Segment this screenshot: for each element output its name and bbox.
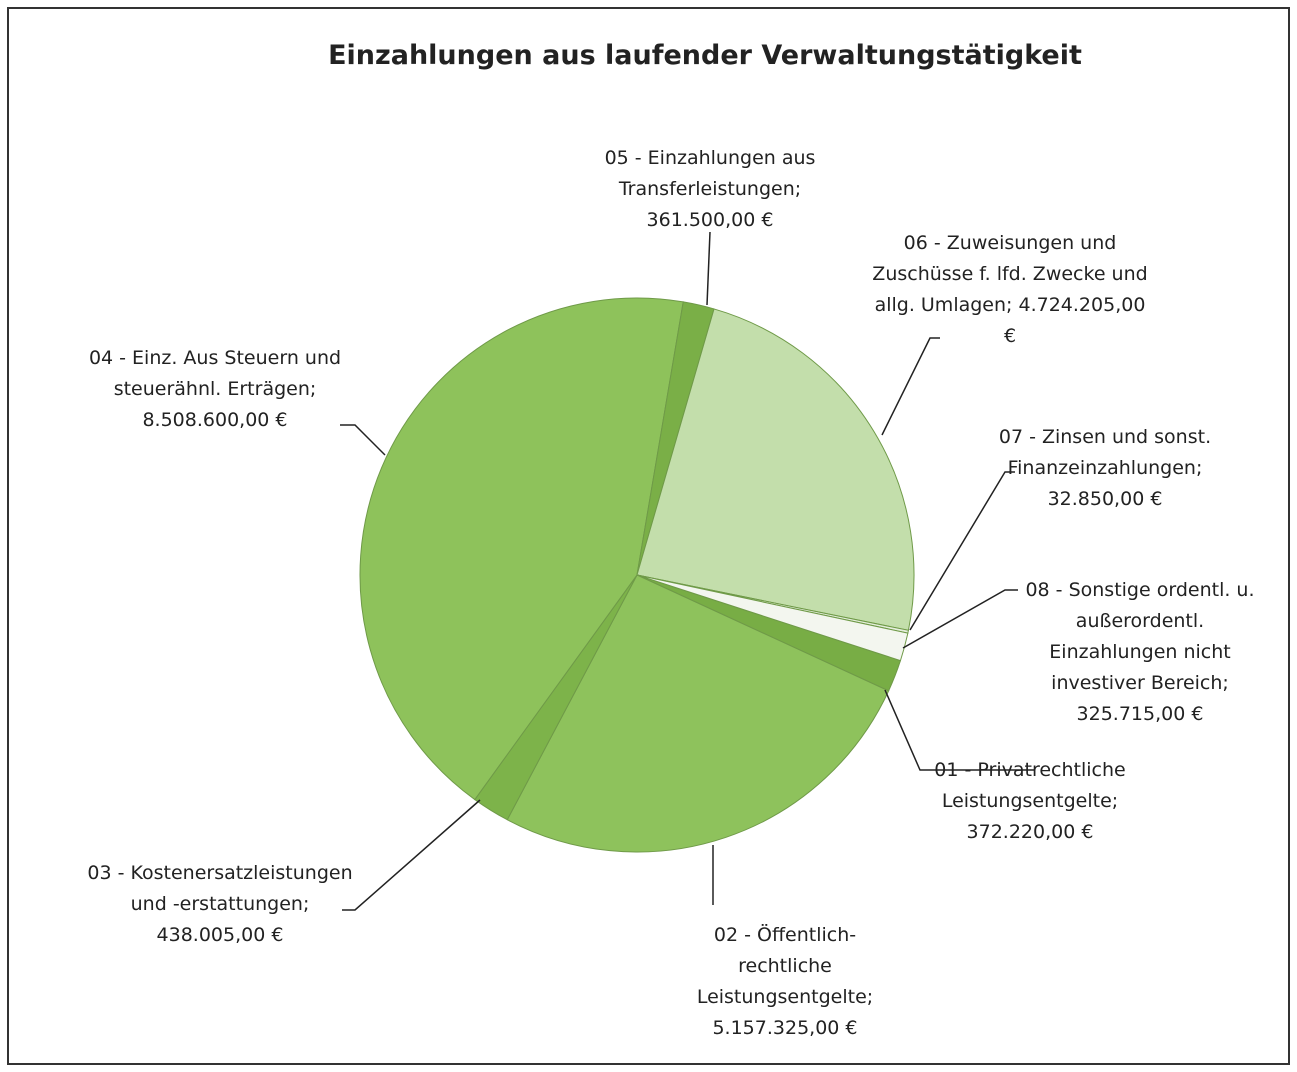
separator: ; xyxy=(1006,294,1013,316)
value-label: 325.715,00 € xyxy=(1076,703,1204,725)
separator: ; xyxy=(1111,790,1119,812)
category-label: 07 - Zinsen und sonst. Finanzeinzahlunge… xyxy=(998,426,1212,479)
value-label: 372.220,00 € xyxy=(966,821,1094,843)
separator: ; xyxy=(1195,457,1203,479)
data-label: 07 - Zinsen und sonst. Finanzeinzahlunge… xyxy=(990,422,1220,515)
data-label: 06 - Zuweisungen und Zuschüsse f. lfd. Z… xyxy=(870,228,1150,352)
value-label: 8.508.600,00 € xyxy=(142,409,288,431)
separator: ; xyxy=(302,893,310,915)
value-label: 32.850,00 € xyxy=(1047,488,1163,510)
value-label: 438.005,00 € xyxy=(156,924,284,946)
separator: ; xyxy=(866,986,874,1008)
value-label: 5.157.325,00 € xyxy=(712,1017,858,1039)
pie-slice xyxy=(359,297,684,801)
leader-line xyxy=(340,424,386,456)
pie-slice xyxy=(506,574,890,853)
data-label: 02 - Öffentlich-rechtliche Leistungsentg… xyxy=(685,920,885,1044)
data-label: 01 - Privatrechtliche Leistungsentgelte;… xyxy=(905,755,1155,848)
category-label: 02 - Öffentlich-rechtliche Leistungsentg… xyxy=(696,924,867,1008)
separator: ; xyxy=(1222,672,1229,694)
category-label: 06 - Zuweisungen und Zuschüsse f. lfd. Z… xyxy=(872,232,1148,316)
category-label: 08 - Sonstige ordentl. u. außerordentl. … xyxy=(1025,579,1255,694)
leader-line xyxy=(902,589,1018,649)
category-label: 03 - Kostenersatzleistungen und -erstatt… xyxy=(87,862,353,915)
separator: ; xyxy=(794,178,802,200)
data-label: 05 - Einzahlungen aus Transferleistungen… xyxy=(575,143,845,236)
leader-line xyxy=(706,231,711,306)
category-label: 05 - Einzahlungen aus Transferleistungen xyxy=(604,147,816,200)
value-label: 4.724.205,00 € xyxy=(1003,294,1146,347)
chart-title: Einzahlungen aus laufender Verwaltungstä… xyxy=(328,40,1082,71)
data-label: 04 - Einz. Aus Steuern und steuerähnl. E… xyxy=(80,343,350,436)
leader-line xyxy=(909,471,1015,631)
category-label: 01 - Privatrechtliche Leistungsentgelte xyxy=(934,759,1126,812)
frame xyxy=(7,7,1290,1065)
data-label: 03 - Kostenersatzleistungen und -erstatt… xyxy=(80,858,360,951)
pie-slice xyxy=(636,308,915,631)
leader-line xyxy=(342,799,481,911)
data-label: 08 - Sonstige ordentl. u. außerordentl. … xyxy=(1015,575,1265,730)
leader-line xyxy=(884,689,1035,771)
separator: ; xyxy=(309,378,317,400)
category-label: 04 - Einz. Aus Steuern und steuerähnl. E… xyxy=(88,347,342,400)
value-label: 361.500,00 € xyxy=(646,209,774,231)
pie xyxy=(359,297,915,853)
leader-line xyxy=(881,337,940,436)
